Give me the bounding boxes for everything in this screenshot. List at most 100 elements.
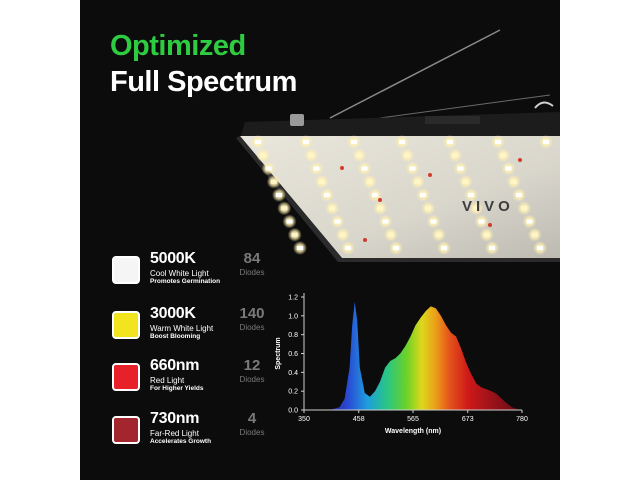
- legend-title: 730nm: [150, 410, 200, 427]
- diode-unit: Diodes: [239, 428, 265, 437]
- led-diode: [372, 193, 378, 197]
- legend-note: For Higher Yields: [150, 385, 204, 392]
- led-diode: [260, 153, 267, 158]
- y-tick-label: 0.6: [288, 351, 298, 358]
- led-diode: [489, 246, 495, 250]
- spectrum-chart-svg: 0.0 0.2 0.4 0.6 0.8 1.0 1.2 350 458 565 673 780 Wave…: [275, 293, 528, 435]
- legend-title: 3000K: [150, 305, 196, 322]
- led-diode: [329, 206, 336, 211]
- led-diode: [276, 193, 282, 197]
- spectrum-area: [329, 301, 522, 410]
- y-tick-label: 1.2: [288, 295, 298, 302]
- led-diode: [468, 193, 474, 197]
- diode-unit: Diodes: [239, 323, 265, 332]
- led-diode: [313, 166, 320, 171]
- led-diode: [297, 246, 303, 250]
- legend-note: Accelerates Growth: [150, 438, 212, 445]
- legend-row-660nm: 660nm Red Light For Higher Yields 12 Dio…: [112, 357, 272, 403]
- led-diode: [318, 179, 325, 184]
- cable-clip-icon: [290, 114, 304, 126]
- led-diode: [361, 166, 368, 171]
- red-led-diode: [340, 166, 344, 170]
- y-axis-label: Spectrum: [275, 337, 282, 369]
- red-swatch-icon: [112, 363, 140, 391]
- led-diode: [291, 232, 298, 237]
- red-led-diode: [488, 223, 492, 227]
- red-led-diode: [518, 158, 522, 162]
- cool-white-swatch-icon: [112, 256, 140, 284]
- warm-white-swatch-icon: [112, 311, 140, 339]
- brand-mark: VIVO: [462, 198, 514, 215]
- led-diode: [308, 153, 315, 158]
- led-diode: [510, 179, 517, 184]
- diode-count: 84: [243, 250, 261, 267]
- diode-count: 140: [239, 305, 265, 322]
- legend-row-3000k: 3000K Warm White Light Boost Blooming 14…: [112, 305, 272, 351]
- y-tick-label: 0.8: [288, 332, 298, 339]
- x-tick-label: 780: [516, 416, 528, 423]
- x-tick-label: 673: [462, 416, 474, 423]
- led-diode: [505, 166, 512, 171]
- led-diode: [543, 140, 549, 144]
- led-diode: [526, 219, 533, 224]
- diode-count: 12: [243, 357, 261, 374]
- spectrum-chart: 0.0 0.2 0.4 0.6 0.8 1.0 1.2 350 458 565 673 780 Wave…: [272, 283, 540, 438]
- led-diode: [324, 193, 330, 197]
- diode-count: 4: [247, 410, 257, 427]
- led-diode: [452, 153, 459, 158]
- led-diode: [286, 219, 293, 224]
- led-diode: [255, 140, 261, 144]
- led-diode: [495, 140, 501, 144]
- led-diode: [537, 246, 543, 250]
- led-diode: [265, 166, 272, 171]
- legend-note: Promotes Germination: [150, 278, 221, 285]
- led-diode: [478, 219, 485, 224]
- led-diode-array: [251, 135, 553, 255]
- red-led-diode: [428, 173, 432, 177]
- legend-title: 5000K: [150, 250, 196, 267]
- led-diode: [345, 246, 351, 250]
- x-tick-label: 565: [407, 416, 419, 423]
- legend-subtitle: Red Light: [150, 376, 185, 385]
- grow-light-fixture: VIVO: [236, 29, 560, 262]
- legend-subtitle: Cool White Light: [150, 269, 209, 278]
- led-diode: [377, 206, 384, 211]
- led-diode: [281, 206, 288, 211]
- led-diode: [457, 166, 464, 171]
- x-tick-label: 458: [353, 416, 365, 423]
- led-diode: [351, 140, 357, 144]
- y-tick-label: 0.2: [288, 389, 298, 396]
- led-diode: [334, 219, 341, 224]
- led-diode: [414, 179, 421, 184]
- led-diode: [356, 153, 363, 158]
- led-diode: [420, 193, 426, 197]
- x-axis-label: Wavelength (nm): [385, 428, 441, 435]
- led-diode: [447, 140, 453, 144]
- legend-subtitle: Warm White Light: [150, 324, 214, 333]
- led-diode: [404, 153, 411, 158]
- led-diode: [409, 166, 416, 171]
- led-diode: [425, 206, 432, 211]
- legend-row-5000k: 5000K Cool White Light Promotes Germinat…: [112, 250, 272, 296]
- led-diode: [399, 140, 405, 144]
- led-diode: [393, 246, 399, 250]
- diode-unit: Diodes: [239, 268, 265, 277]
- led-diode: [435, 232, 442, 237]
- far-red-swatch-icon: [112, 416, 140, 444]
- legend-title: 660nm: [150, 357, 200, 374]
- led-diode: [382, 219, 389, 224]
- red-led-diode: [363, 238, 367, 242]
- led-diode: [531, 232, 538, 237]
- headline-line-1: Optimized: [110, 30, 246, 62]
- led-diode: [441, 246, 447, 250]
- product-banner: VIVO Optimized Full Spectrum 5000K Cool …: [80, 0, 560, 480]
- led-diode: [339, 232, 346, 237]
- y-tick-label: 1.0: [288, 313, 298, 320]
- red-led-diode: [378, 198, 382, 202]
- diode-unit: Diodes: [239, 375, 265, 384]
- legend-subtitle: Far-Red Light: [150, 429, 199, 438]
- led-diode: [516, 193, 522, 197]
- x-tick-label: 350: [298, 416, 310, 423]
- led-diode: [483, 232, 490, 237]
- led-diode: [366, 179, 373, 184]
